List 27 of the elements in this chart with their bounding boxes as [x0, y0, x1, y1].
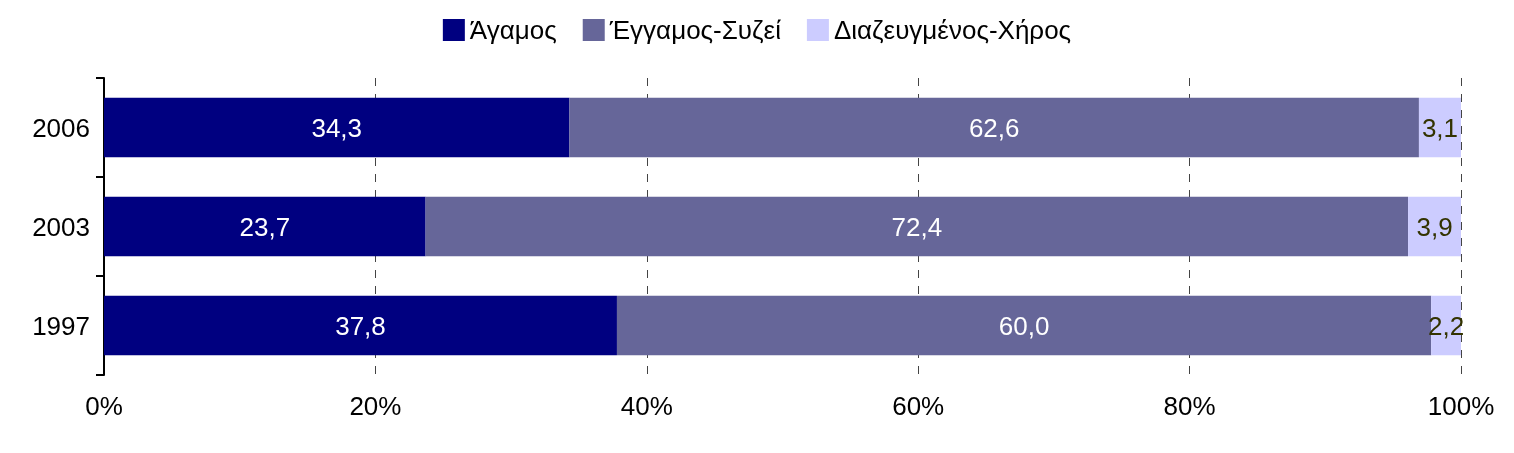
data-label: 37,8	[335, 310, 386, 341]
x-tick-label: 20%	[349, 391, 402, 421]
data-label: 34,3	[311, 112, 363, 143]
y-tick-label: 1997	[32, 310, 90, 341]
bar	[1408, 196, 1461, 257]
bar	[104, 196, 426, 257]
y-tick-label: 2006	[32, 112, 90, 143]
y-tick-label: 2003	[32, 211, 90, 242]
data-label: 72,4	[891, 211, 943, 242]
legend-label: Άγαμος	[469, 15, 557, 45]
bar	[425, 196, 1409, 257]
x-tick-label: 60%	[892, 391, 945, 421]
data-label: 62,6	[968, 112, 1020, 143]
bar	[104, 295, 617, 356]
x-tick-label: 80%	[1163, 391, 1216, 421]
data-label: 60,0	[998, 310, 1050, 341]
x-tick-label: 100%	[1427, 391, 1495, 421]
data-label: 3,9	[1416, 211, 1453, 242]
data-label: 2,2	[1427, 310, 1465, 341]
bar	[569, 97, 1419, 158]
x-tick-label: 40%	[620, 391, 673, 421]
data-label: 23,7	[239, 211, 291, 242]
x-tick-label: 0%	[85, 391, 123, 421]
legend-label: Διαζευγμένος-Χήρος	[833, 15, 1072, 45]
legend-label: Έγγαμος-Συζεί	[608, 15, 782, 45]
data-label: 3,1	[1421, 112, 1459, 143]
bar	[104, 97, 570, 158]
